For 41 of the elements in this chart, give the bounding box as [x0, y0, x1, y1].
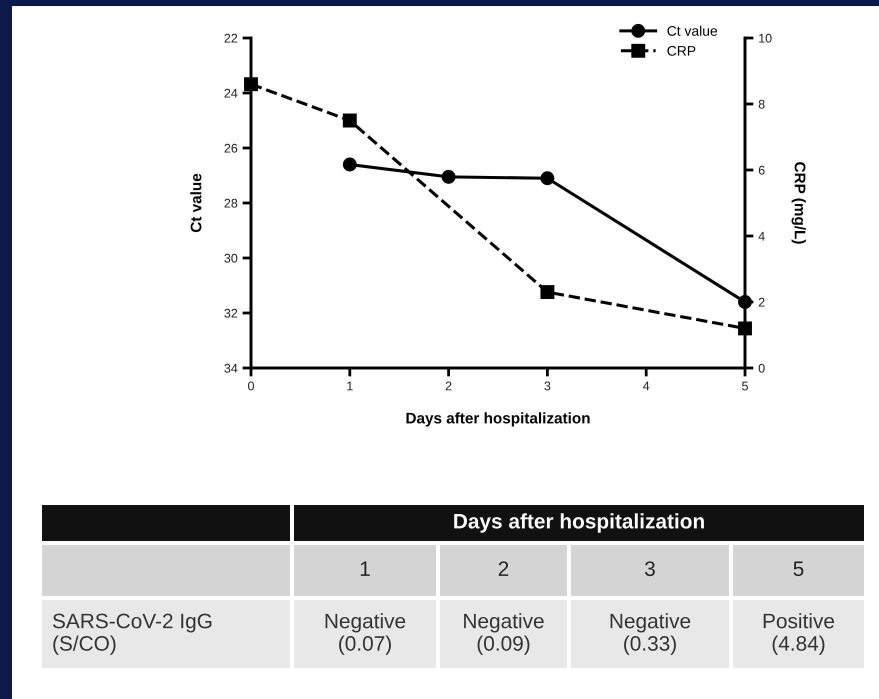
y2-tick-label: 2 — [758, 298, 765, 307]
point — [342, 114, 357, 128]
y2-axis-title: CRP (mg/L) — [792, 162, 806, 244]
x-tick-label: 0 — [248, 382, 254, 390]
point — [442, 170, 456, 184]
y-tick-label: 32 — [224, 308, 238, 318]
point — [244, 77, 258, 92]
y2-tick-label: 8 — [758, 100, 765, 109]
text: 2 — [498, 561, 508, 576]
x-tick-label: 3 — [544, 382, 550, 390]
point — [540, 171, 554, 186]
y-tick-label: 26 — [224, 144, 238, 153]
point — [738, 321, 752, 336]
y-tick-label: 24 — [224, 88, 238, 98]
text: Days after hospitalization — [454, 513, 704, 533]
y-tick-label: 22 — [224, 34, 238, 43]
y-axis-title: Ct value — [190, 174, 202, 232]
text: Positive (4.84) — [764, 613, 834, 655]
text: Negative (0.33) — [610, 613, 690, 655]
x-tick-label: 4 — [643, 382, 650, 390]
y2-tick-label: 10 — [759, 34, 772, 43]
point — [540, 285, 554, 300]
text: Negative (0.09) — [464, 613, 544, 655]
x-tick-label: 5 — [742, 382, 748, 390]
legend-label: Ct value — [667, 26, 718, 36]
y2-tick-label: 6 — [758, 166, 765, 175]
y-tick-label: 28 — [224, 198, 238, 208]
x-tick-label: 2 — [446, 382, 452, 390]
point — [342, 158, 357, 172]
y-tick-label: 30 — [224, 254, 238, 263]
x-tick-label: 1 — [347, 382, 353, 390]
text: 5 — [794, 562, 804, 576]
y2-tick-label: 4 — [758, 232, 765, 241]
x-axis-title: Days after hospitalization — [406, 412, 590, 427]
text: SARS-CoV-2 IgG (S/CO) — [52, 614, 212, 655]
y-tick-label: 34 — [224, 364, 238, 373]
legend-label: CRP — [667, 46, 696, 56]
text: Negative (0.07) — [326, 613, 406, 655]
text: 3 — [645, 561, 655, 576]
y2-tick-label: 0 — [758, 364, 765, 373]
text: 1 — [360, 562, 370, 576]
